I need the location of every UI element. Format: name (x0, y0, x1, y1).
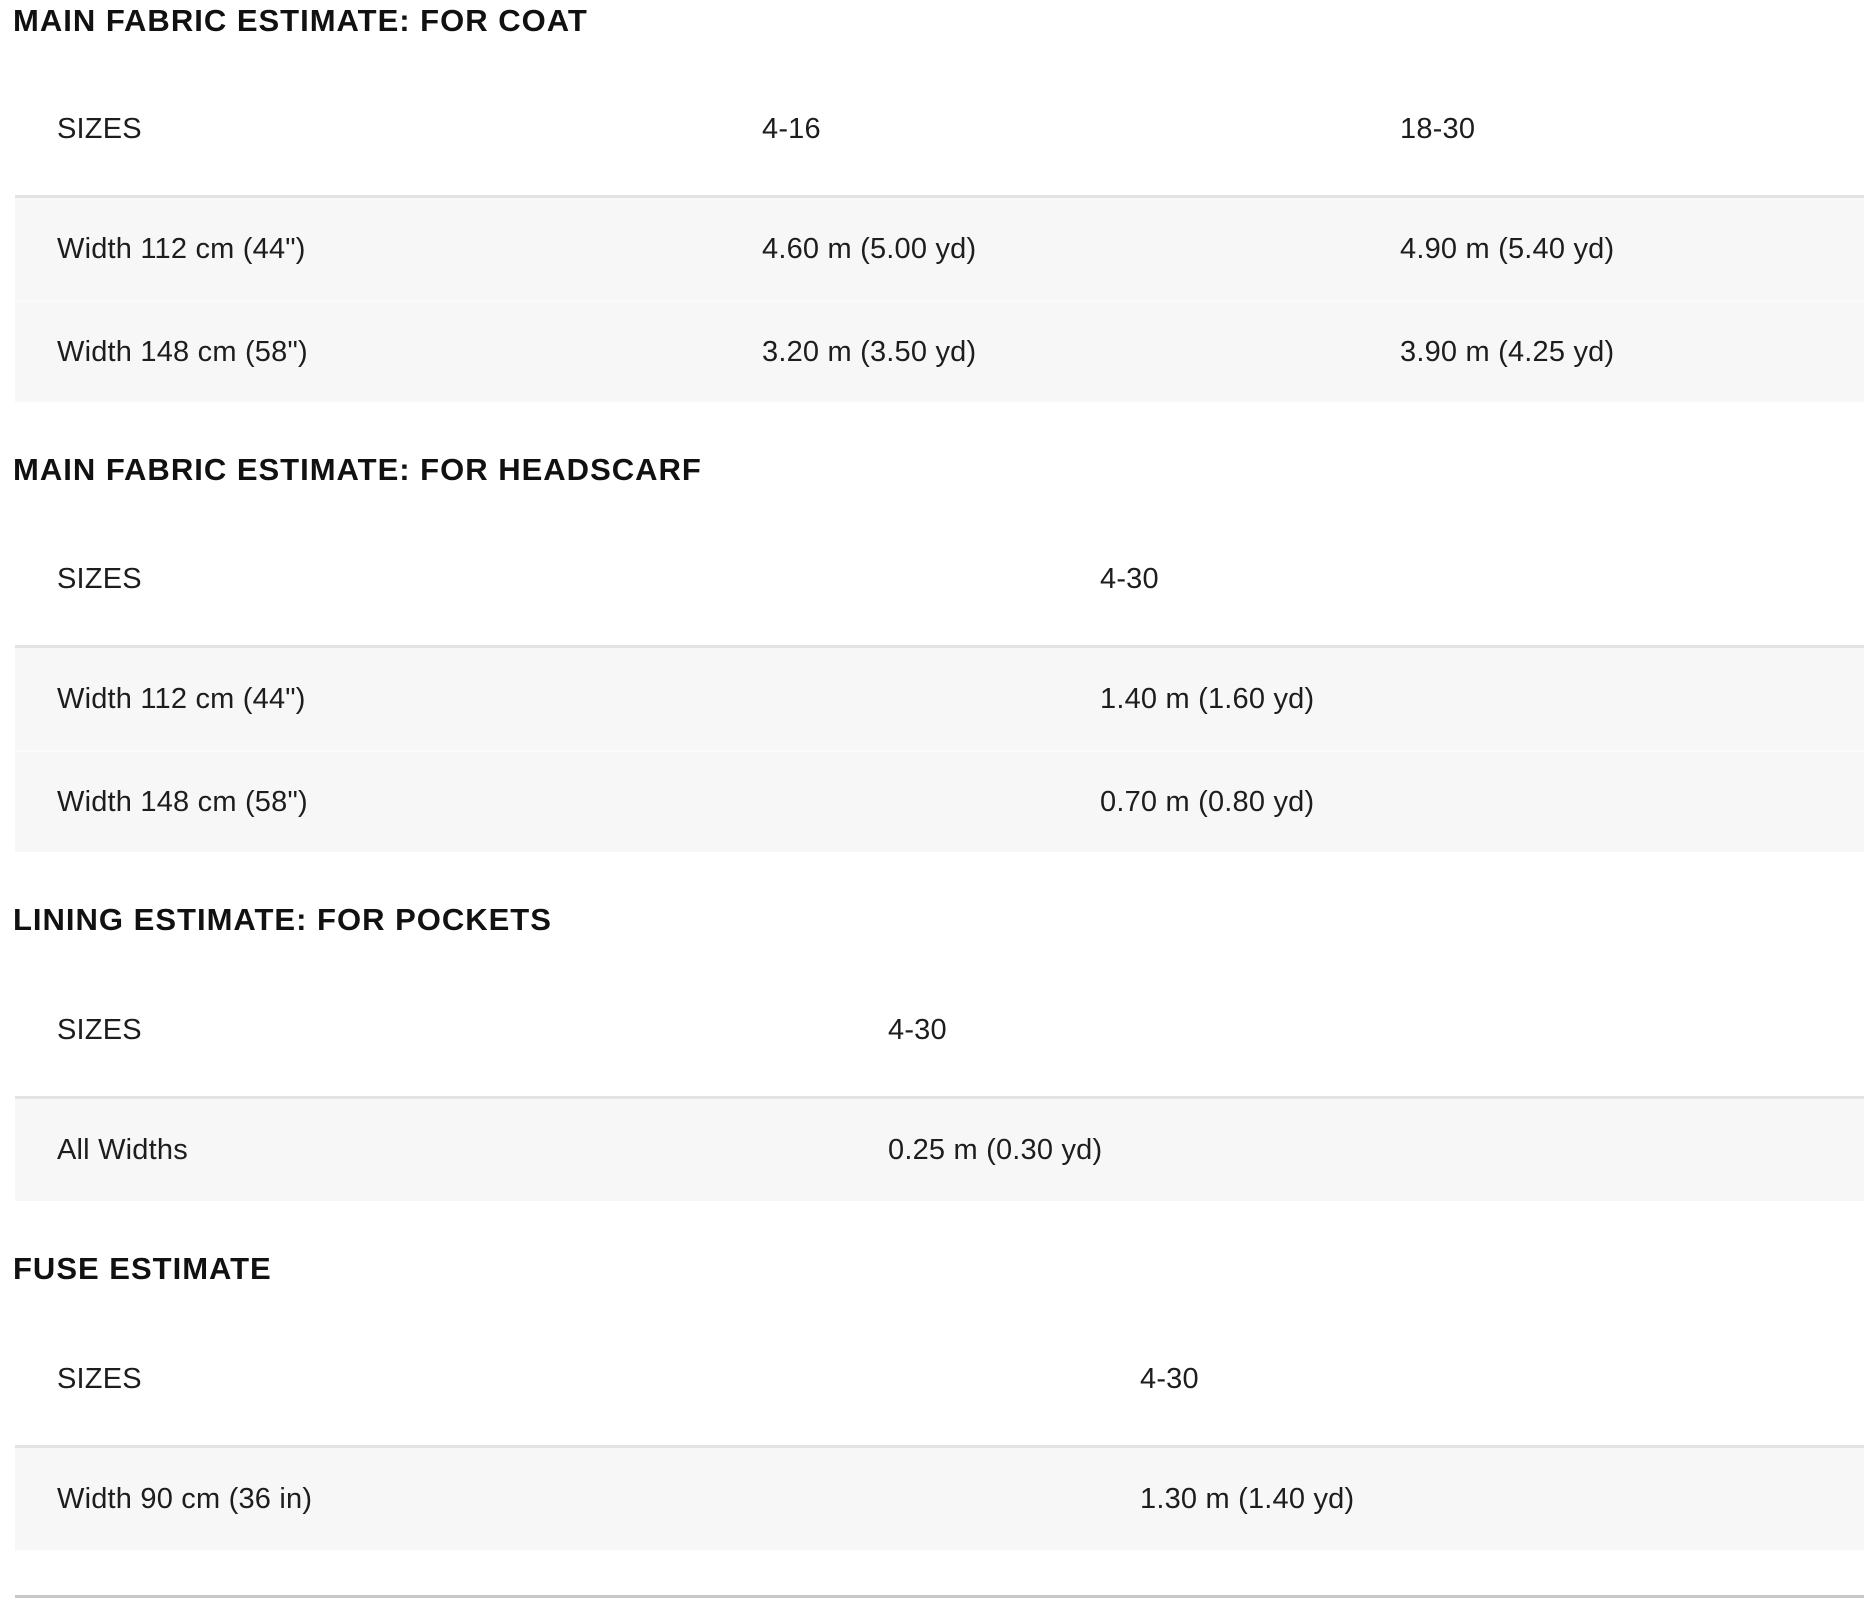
row-label: Width 148 cm (58") (57, 335, 308, 368)
section-title: MAIN FABRIC ESTIMATE: FOR COAT (13, 3, 588, 38)
row-label: Width 112 cm (44") (57, 682, 306, 715)
row-value: 1.40 m (1.60 yd) (1100, 682, 1315, 715)
section-title: MAIN FABRIC ESTIMATE: FOR HEADSCARF (13, 452, 702, 487)
sizes-label: SIZES (57, 1014, 142, 1046)
row-label: Width 148 cm (58") (57, 785, 308, 818)
size-range-column: 4-16 (762, 113, 821, 145)
row-label: Width 112 cm (44") (57, 232, 306, 265)
row-value: 3.20 m (3.50 yd) (762, 335, 977, 368)
fabric-row: Width 112 cm (44") 4.60 m (5.00 yd) 4.90… (15, 198, 1864, 300)
sizes-header-row: SIZES 4-16 18-30 (0, 113, 1864, 145)
row-value: 4.60 m (5.00 yd) (762, 232, 977, 265)
fabric-table-body: All Widths 0.25 m (0.30 yd) (15, 1096, 1864, 1201)
fabric-table-body: Width 90 cm (36 in) 1.30 m (1.40 yd) (15, 1445, 1864, 1550)
size-range-column: 18-30 (1400, 113, 1476, 145)
fabric-row: Width 90 cm (36 in) 1.30 m (1.40 yd) (15, 1448, 1864, 1550)
sizes-label: SIZES (57, 1363, 142, 1395)
sizes-header-row: SIZES 4-30 (0, 1014, 1864, 1046)
size-range-column: 4-30 (1100, 563, 1159, 595)
fabric-row: Width 148 cm (58") 0.70 m (0.80 yd) (15, 750, 1864, 852)
size-range-column: 4-30 (1140, 1363, 1199, 1395)
row-value: 1.30 m (1.40 yd) (1140, 1482, 1355, 1515)
row-label: All Widths (57, 1133, 188, 1166)
section-title: FUSE ESTIMATE (13, 1251, 272, 1286)
section-title: LINING ESTIMATE: FOR POCKETS (13, 902, 552, 937)
row-value: 4.90 m (5.40 yd) (1400, 232, 1615, 265)
sizes-label: SIZES (57, 113, 142, 145)
fabric-row: Width 112 cm (44") 1.40 m (1.60 yd) (15, 648, 1864, 750)
row-value: 0.25 m (0.30 yd) (888, 1133, 1103, 1166)
row-label: Width 90 cm (36 in) (57, 1482, 313, 1515)
fuse-table-section: FUSE ESTIMATE SIZES 4-30 Width 90 cm (36… (0, 1252, 1864, 1550)
fabric-table-body: Width 112 cm (44") 4.60 m (5.00 yd) 4.90… (15, 195, 1864, 402)
size-range-column: 4-30 (888, 1014, 947, 1046)
sizes-label: SIZES (57, 563, 142, 595)
sizes-header-row: SIZES 4-30 (0, 563, 1864, 595)
lining-table-section-pockets: LINING ESTIMATE: FOR POCKETS SIZES 4-30 … (0, 903, 1864, 1201)
fabric-table-section-coat: MAIN FABRIC ESTIMATE: FOR COAT SIZES 4-1… (0, 4, 1864, 402)
bottom-divider (15, 1595, 1864, 1598)
fabric-row: Width 148 cm (58") 3.20 m (3.50 yd) 3.90… (15, 300, 1864, 402)
fabric-row: All Widths 0.25 m (0.30 yd) (15, 1099, 1864, 1201)
fabric-table-section-headscarf: MAIN FABRIC ESTIMATE: FOR HEADSCARF SIZE… (0, 453, 1864, 852)
fabric-table-body: Width 112 cm (44") 1.40 m (1.60 yd) Widt… (15, 645, 1864, 852)
sizes-header-row: SIZES 4-30 (0, 1363, 1864, 1395)
row-value: 0.70 m (0.80 yd) (1100, 785, 1315, 818)
row-value: 3.90 m (4.25 yd) (1400, 335, 1615, 368)
